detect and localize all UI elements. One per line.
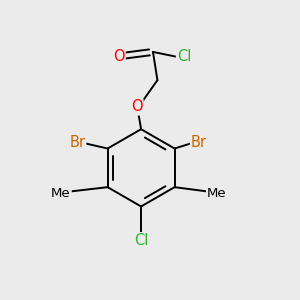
Text: Me: Me [51,187,70,200]
Text: Br: Br [191,135,207,150]
Text: Br: Br [69,135,85,150]
Text: Me: Me [207,187,227,200]
Text: Me: Me [51,187,70,200]
Text: Br: Br [69,135,85,150]
Text: Br: Br [191,135,207,150]
Text: Cl: Cl [134,233,148,248]
Text: Cl: Cl [177,49,191,64]
Text: Cl: Cl [134,233,148,248]
Text: Me: Me [207,187,227,200]
Text: O: O [113,49,124,64]
Text: O: O [131,99,142,114]
Text: Cl: Cl [177,49,191,64]
Text: O: O [113,49,124,64]
Text: O: O [131,99,142,114]
